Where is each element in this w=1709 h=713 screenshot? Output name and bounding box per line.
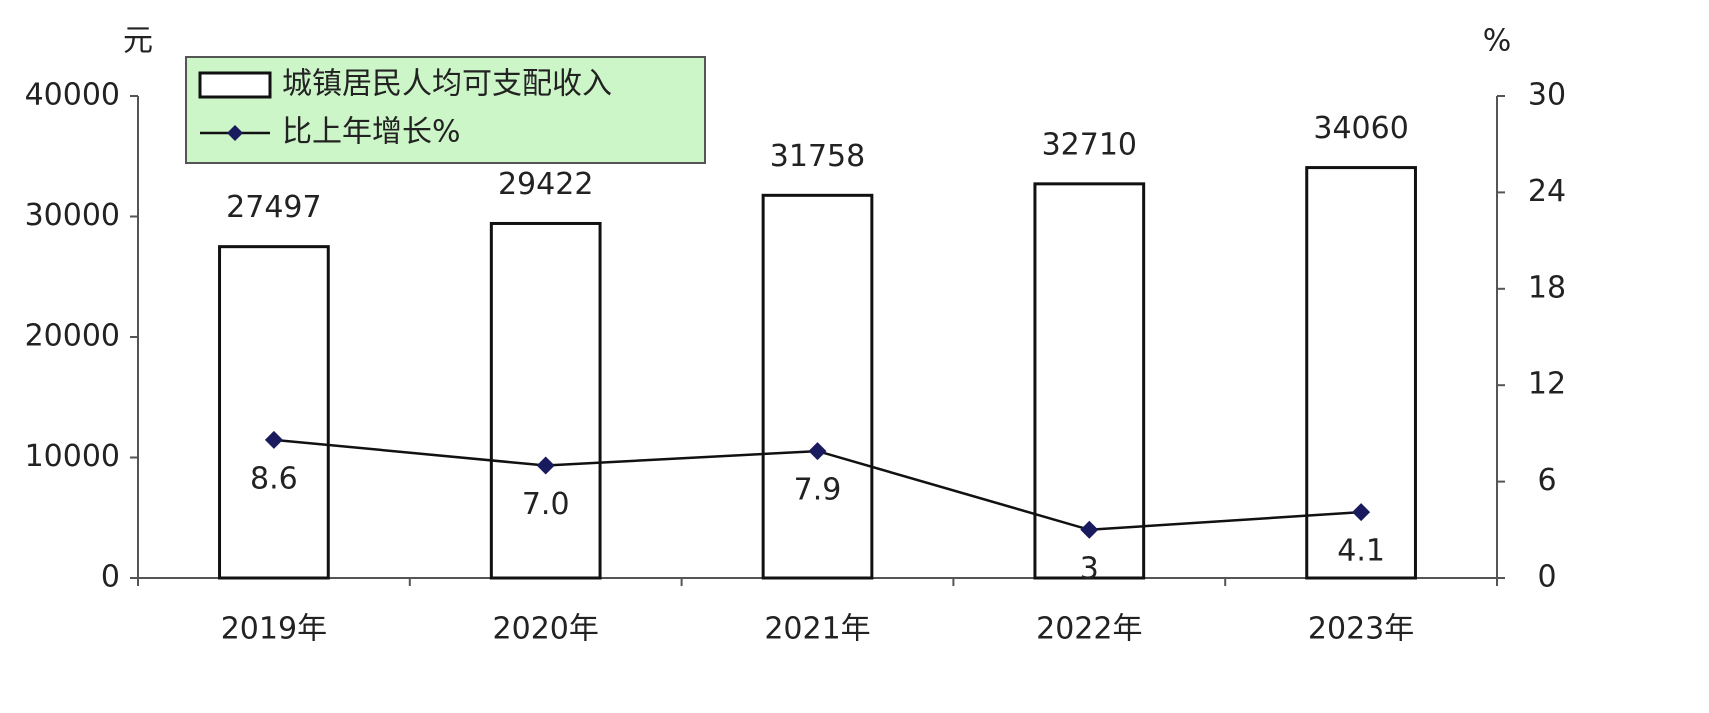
y2-tick-label: 6 bbox=[1537, 463, 1556, 498]
y-tick-label: 40000 bbox=[25, 78, 120, 113]
bar bbox=[489, 221, 602, 580]
legend-swatch bbox=[198, 71, 272, 99]
line-marker bbox=[808, 442, 827, 461]
y2-tick-label: 18 bbox=[1528, 270, 1566, 305]
line-marker bbox=[264, 430, 283, 449]
y2-tick-label: 12 bbox=[1528, 367, 1566, 402]
line-marker bbox=[1352, 503, 1371, 522]
legend-marker bbox=[227, 125, 243, 141]
x-tick-label: 2022年 bbox=[1036, 612, 1142, 647]
x-tick-label: 2023年 bbox=[1308, 612, 1414, 647]
y-tick-label: 10000 bbox=[25, 439, 120, 474]
y2-tick-label: 24 bbox=[1528, 174, 1566, 209]
line-value-label: 8.6 bbox=[250, 461, 298, 496]
y-unit: 元 bbox=[123, 24, 153, 59]
y2-tick-label: 0 bbox=[1537, 560, 1556, 595]
x-tick-label: 2019年 bbox=[221, 612, 327, 647]
y-tick-label: 0 bbox=[101, 560, 120, 595]
bar-value-label: 31758 bbox=[770, 139, 865, 174]
line-value-label: 7.9 bbox=[794, 473, 842, 508]
x-tick-label: 2021年 bbox=[764, 612, 870, 647]
bar bbox=[218, 245, 330, 580]
legend-box bbox=[185, 56, 706, 164]
x-tick-label: 2020年 bbox=[493, 612, 599, 647]
legend-label: 城镇居民人均可支配收入 bbox=[282, 67, 612, 102]
bar bbox=[761, 193, 874, 580]
y2-tick-label: 30 bbox=[1528, 78, 1566, 113]
y-tick-label: 30000 bbox=[25, 198, 120, 233]
line-value-label: 4.1 bbox=[1337, 534, 1385, 569]
bar bbox=[1033, 182, 1146, 580]
bar-value-label: 27497 bbox=[226, 190, 321, 225]
y-tick-label: 20000 bbox=[25, 319, 120, 354]
line-value-label: 3 bbox=[1080, 551, 1099, 586]
line-marker bbox=[536, 456, 555, 475]
y2-unit: % bbox=[1483, 24, 1512, 59]
line-value-label: 7.0 bbox=[522, 487, 570, 522]
line-marker bbox=[1080, 520, 1099, 539]
bar-value-label: 34060 bbox=[1313, 111, 1408, 146]
bar-value-label: 32710 bbox=[1042, 127, 1137, 162]
bar-value-label: 29422 bbox=[498, 167, 593, 202]
legend-label: 比上年增长% bbox=[282, 115, 461, 150]
